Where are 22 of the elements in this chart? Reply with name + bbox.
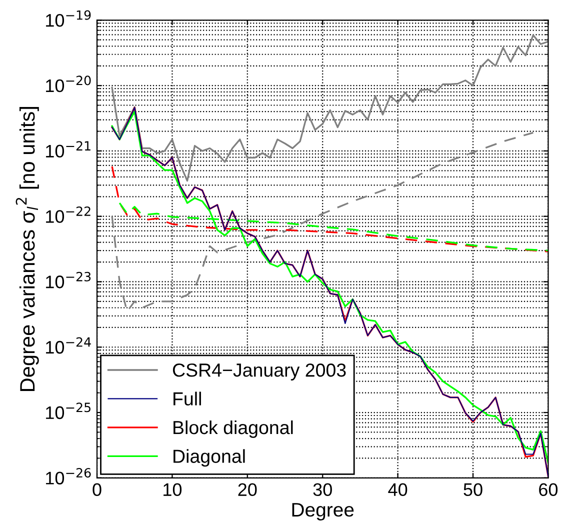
legend-label: Block diagonal [174, 420, 293, 438]
x-tick-label: 60 [539, 483, 558, 496]
x-tick-label: 40 [388, 483, 408, 496]
line-series [111, 34, 548, 182]
x-tick-label: 50 [464, 483, 482, 496]
y-tick-label: 10$^{−20}$ [46, 76, 91, 92]
y-tick-label: 10$^{−26}$ [46, 468, 91, 484]
y-tick-label: 10$^{−19}$ [46, 10, 91, 27]
y-tick-label: 10$^{−21}$ [46, 141, 90, 158]
x-tick-label: 20 [238, 483, 257, 496]
legend-label: CSR4−January 2003 [172, 363, 346, 380]
y-tick-label: 10$^{−22}$ [46, 206, 90, 223]
legend-label: Full [174, 392, 201, 406]
y-axis-title: Degree variances σ$_{l}$$^{2}$ [no units] [16, 107, 39, 391]
x-tick-label: 30 [313, 483, 332, 496]
legend-label: Diagonal [174, 449, 245, 467]
y-tick-label: 10$^{−23}$ [46, 272, 91, 288]
x-axis-title: Degree [292, 503, 354, 520]
x-tick-label: 0 [92, 483, 102, 496]
y-tick-label: 10$^{−24}$ [46, 337, 91, 354]
y-tick-label: 10$^{−25}$ [46, 402, 90, 420]
x-tick-label: 10 [164, 483, 182, 496]
